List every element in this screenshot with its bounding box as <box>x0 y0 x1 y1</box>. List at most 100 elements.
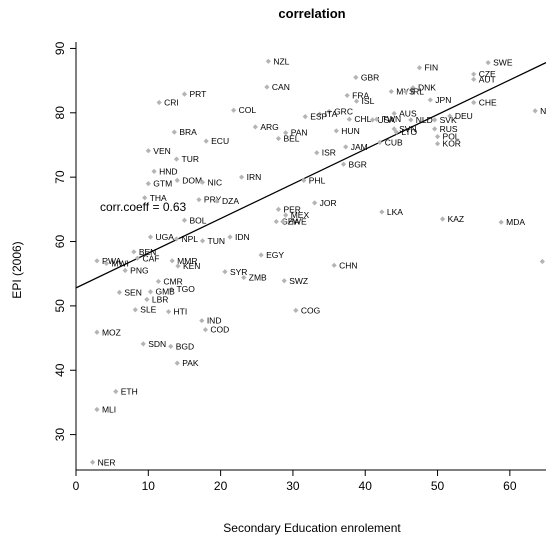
x-tick-label: 60 <box>503 479 517 493</box>
data-point <box>174 177 180 183</box>
point-label: IRL <box>411 87 425 97</box>
regression-line <box>76 62 546 289</box>
point-label: NZL <box>273 56 289 66</box>
point-label: CHE <box>479 97 497 107</box>
data-point <box>175 263 181 269</box>
point-label: DEU <box>455 111 473 121</box>
data-point <box>144 296 150 303</box>
y-tick-label: 50 <box>53 299 67 313</box>
data-point <box>281 278 287 284</box>
y-tick-label: 30 <box>53 428 67 442</box>
data-point <box>447 113 453 119</box>
point-label: FIN <box>424 63 438 73</box>
data-point <box>181 91 188 97</box>
point-label: AUT <box>479 74 496 84</box>
data-point <box>173 236 180 242</box>
data-point <box>331 262 337 268</box>
data-point <box>156 99 162 106</box>
point-label: MOZ <box>102 327 121 337</box>
x-axis-title: Secondary Education enrolement <box>223 521 401 535</box>
correlation-annotation: corr.coeff = 0.63 <box>100 200 186 214</box>
data-point <box>227 234 233 240</box>
point-label: PRY <box>204 195 222 205</box>
data-point <box>471 76 477 82</box>
point-label: PRT <box>189 89 206 99</box>
data-point <box>408 117 414 123</box>
point-label: BEL <box>283 134 299 144</box>
point-label: DZA <box>222 196 239 206</box>
point-label: THA <box>150 193 167 203</box>
point-label: NOR <box>540 106 546 116</box>
point-label: SWE <box>493 58 513 68</box>
data-point <box>94 258 100 264</box>
point-label: SYR <box>230 267 247 277</box>
data-point <box>140 341 146 347</box>
data-point <box>264 84 270 90</box>
data-point <box>145 180 151 187</box>
y-tick-label: 60 <box>53 235 67 249</box>
data-point <box>280 218 286 225</box>
point-label: POL <box>443 132 460 142</box>
data-point <box>165 309 172 315</box>
data-point <box>147 234 154 240</box>
data-point <box>393 129 399 135</box>
data-point <box>434 141 441 147</box>
point-label: VEN <box>153 146 170 156</box>
data-point <box>353 74 359 80</box>
point-label: NIC <box>208 177 223 187</box>
data-point <box>427 97 433 103</box>
data-point <box>145 148 151 154</box>
point-label: PNG <box>130 265 148 275</box>
data-point <box>353 98 360 104</box>
data-point <box>222 269 228 275</box>
point-label: TUN <box>208 236 225 246</box>
data-point <box>317 111 323 117</box>
data-point <box>432 117 438 123</box>
point-label: BGR <box>349 159 367 169</box>
data-point <box>94 406 100 413</box>
point-label: SLE <box>140 305 156 315</box>
x-tick-label: 40 <box>359 479 373 493</box>
data-point <box>539 258 545 265</box>
plot-content: NZLSWEFINCZEGBRAUTCANDNKPRTMYSIRLFRAJPNI… <box>76 56 546 467</box>
point-label: SVN <box>399 124 416 134</box>
point-label: UGA <box>155 232 174 242</box>
point-label: ISL <box>362 96 375 106</box>
x-tick-label: 10 <box>142 479 156 493</box>
data-point <box>416 65 423 71</box>
point-label: CRI <box>164 97 179 107</box>
data-point <box>199 179 206 185</box>
point-label: CMR <box>163 276 182 286</box>
point-label: NPL <box>182 234 199 244</box>
x-tick-label: 20 <box>214 479 228 493</box>
point-label: SVK <box>440 115 457 125</box>
point-label: LKA <box>387 207 403 217</box>
data-point <box>391 126 397 132</box>
data-point <box>238 174 245 180</box>
point-label: RUS <box>440 124 458 134</box>
data-point <box>410 85 416 91</box>
point-label: PER <box>283 204 300 214</box>
point-label: FRA <box>352 90 369 100</box>
point-label: HTI <box>174 307 188 317</box>
data-point <box>174 360 180 366</box>
x-tick-label: 50 <box>431 479 445 493</box>
data-point <box>275 206 282 212</box>
y-tick-label: 70 <box>53 170 67 184</box>
point-label: COL <box>239 105 257 115</box>
point-label: DOM <box>182 175 202 185</box>
data-point <box>369 117 376 123</box>
point-label: CAF <box>142 253 159 263</box>
data-point <box>181 217 188 223</box>
point-label: CAN <box>272 82 290 92</box>
data-point <box>326 108 332 115</box>
point-label: NER <box>98 457 116 467</box>
data-point <box>388 88 394 95</box>
point-label: ISR <box>322 148 336 158</box>
data-point <box>314 150 320 156</box>
point-label: CHN <box>339 260 357 270</box>
data-point <box>131 249 137 255</box>
data-point <box>155 278 162 285</box>
point-label: MLI <box>102 405 116 415</box>
